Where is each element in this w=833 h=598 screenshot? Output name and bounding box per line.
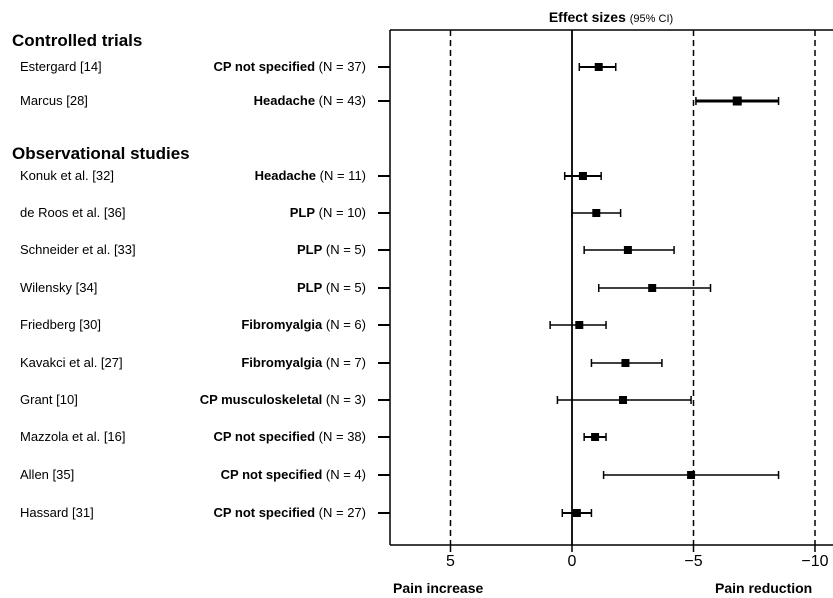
effect-size-marker xyxy=(619,396,628,404)
condition-name: Fibromyalgia xyxy=(241,355,323,370)
condition-name: PLP xyxy=(296,242,323,257)
sample-size: (N = 38) xyxy=(315,429,366,444)
x-label-right: Pain reduction xyxy=(715,580,813,596)
chart-title: Effect sizes (95% CI) xyxy=(549,9,673,25)
section-heading: Observational studies xyxy=(12,144,190,163)
condition-name: Headache xyxy=(254,168,317,183)
sample-size: (N = 27) xyxy=(315,505,366,520)
x-tick-label: −5 xyxy=(684,553,703,570)
condition-name: Headache xyxy=(253,93,316,108)
study-condition: CP not specified (N = 27) xyxy=(213,505,366,520)
study-condition: Headache (N = 43) xyxy=(254,93,366,108)
study-condition: Fibromyalgia (N = 7) xyxy=(241,355,366,370)
study-condition: CP musculoskeletal (N = 3) xyxy=(200,392,366,407)
effect-size-marker xyxy=(572,509,581,517)
sample-size: (N = 5) xyxy=(322,242,366,257)
study-name: Grant [10] xyxy=(20,392,78,407)
sample-size: (N = 7) xyxy=(322,355,366,370)
sample-size: (N = 3) xyxy=(322,392,366,407)
condition-name: CP not specified xyxy=(213,59,316,74)
study-condition: CP not specified (N = 38) xyxy=(213,429,366,444)
effect-size-marker xyxy=(591,433,600,441)
study-name: Marcus [28] xyxy=(20,93,88,108)
study-name: Wilensky [34] xyxy=(20,280,98,295)
sample-size: (N = 4) xyxy=(322,467,366,482)
effect-size-marker xyxy=(623,246,632,254)
effect-size-marker xyxy=(687,471,696,479)
effect-size-marker xyxy=(732,96,742,106)
condition-name: PLP xyxy=(296,280,323,295)
condition-name: CP not specified xyxy=(213,505,316,520)
x-label-left: Pain increase xyxy=(393,580,484,596)
study-condition: PLP (N = 5) xyxy=(297,242,366,257)
study-name: de Roos et al. [36] xyxy=(20,205,126,220)
condition-name: CP not specified xyxy=(220,467,323,482)
study-condition: Headache (N = 11) xyxy=(255,168,366,183)
study-name: Allen [35] xyxy=(20,467,75,482)
condition-name: CP not specified xyxy=(213,429,316,444)
x-tick-label: 0 xyxy=(567,553,577,570)
study-condition: PLP (N = 5) xyxy=(297,280,366,295)
sample-size: (N = 43) xyxy=(315,93,366,108)
sample-size: (N = 6) xyxy=(322,317,366,332)
condition-name: CP musculoskeletal xyxy=(199,392,323,407)
study-name: Kavakci et al. [27] xyxy=(20,355,123,370)
effect-size-marker xyxy=(594,63,603,71)
sample-size: (N = 37) xyxy=(315,59,366,74)
study-name: Konuk et al. [32] xyxy=(20,168,114,183)
condition-name: PLP xyxy=(289,205,316,220)
study-name: Schneider et al. [33] xyxy=(20,242,136,257)
chart-title-note: (95% CI) xyxy=(629,13,674,25)
study-name: Mazzola et al. [16] xyxy=(20,429,126,444)
effect-size-marker xyxy=(648,284,657,292)
study-name: Hassard [31] xyxy=(20,505,94,520)
sample-size: (N = 11) xyxy=(316,168,366,183)
effect-size-marker xyxy=(592,209,601,217)
effect-size-marker xyxy=(575,321,584,329)
study-condition: Fibromyalgia (N = 6) xyxy=(241,317,366,332)
x-tick-label: −10 xyxy=(801,553,829,570)
chart-title-text: Effect sizes xyxy=(548,9,626,25)
study-condition: CP not specified (N = 37) xyxy=(213,59,366,74)
sample-size: (N = 5) xyxy=(322,280,366,295)
study-condition: PLP (N = 10) xyxy=(290,205,366,220)
effect-size-marker xyxy=(621,359,630,367)
condition-name: Fibromyalgia xyxy=(241,317,323,332)
sample-size: (N = 10) xyxy=(315,205,366,220)
study-condition: CP not specified (N = 4) xyxy=(221,467,366,482)
study-name: Estergard [14] xyxy=(20,59,102,74)
section-heading: Controlled trials xyxy=(12,31,143,50)
effect-size-marker xyxy=(578,172,587,180)
study-name: Friedberg [30] xyxy=(20,317,101,332)
x-tick-label: 5 xyxy=(446,553,455,570)
